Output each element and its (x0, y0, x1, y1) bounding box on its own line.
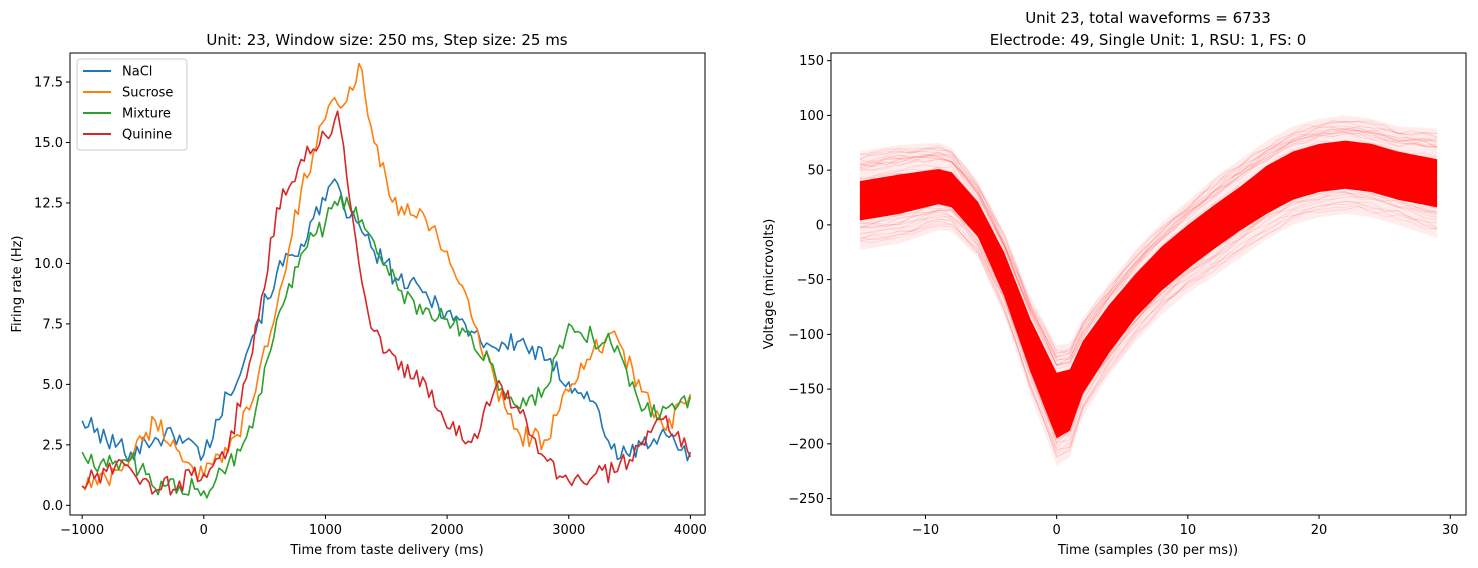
left-y-axis-label: Firing rate (Hz) (10, 235, 25, 332)
waveform-trace (859, 202, 1438, 450)
series-line-quinine (81, 110, 692, 496)
left-y-tick-label: 12.5 (34, 196, 63, 211)
left-y-tick-label: 15.0 (34, 136, 63, 151)
waveform-trace (859, 190, 1438, 445)
waveform-trace (859, 128, 1438, 361)
legend-label-nacl: NaCl (122, 65, 152, 80)
waveform-trace (859, 200, 1438, 455)
left-y-tick-label: 0.0 (42, 499, 63, 514)
left-x-tick-label: 2000 (431, 523, 464, 538)
firing-rate-chart: Unit: 23, Window size: 250 ms, Step size… (10, 31, 707, 558)
legend-box (76, 58, 188, 151)
waveform-mean-line (859, 163, 1438, 407)
waveform-trace (859, 132, 1438, 366)
legend: NaCl Sucrose Mixture Quinine (76, 58, 188, 151)
right-y-tick-label: 50 (807, 164, 824, 179)
left-y-tick-label: 5.0 (42, 378, 63, 393)
waveform-trace (859, 120, 1438, 354)
waveform-trace (859, 193, 1438, 444)
waveform-trace (859, 196, 1438, 449)
right-y-tick-label: −150 (788, 383, 824, 398)
left-plot-frame (69, 52, 706, 516)
left-y-tick-label: 2.5 (42, 438, 63, 453)
series-line-mixture (81, 194, 692, 499)
left-chart-title: Unit: 23, Window size: 250 ms, Step size… (206, 31, 567, 49)
right-y-tick-label: 0 (816, 218, 824, 233)
left-y-tick-label: 7.5 (42, 317, 63, 332)
left-x-tick-label: 3000 (552, 523, 585, 538)
waveform-trace (859, 131, 1438, 366)
right-x-tick-label: 30 (1442, 523, 1459, 538)
right-x-tick-label: 20 (1311, 523, 1328, 538)
legend-label-sucrose: Sucrose (122, 86, 173, 101)
right-y-tick-label: −250 (788, 492, 824, 507)
waveform-trace (859, 130, 1438, 367)
left-x-tick-label: 4000 (674, 523, 707, 538)
waveform-trace (859, 120, 1438, 357)
waveform-trace (859, 126, 1438, 358)
right-x-axis-label: Time (samples (30 per ms)) (1057, 543, 1238, 558)
right-y-tick-label: 150 (799, 54, 824, 69)
right-x-tick-label: 0 (1053, 523, 1061, 538)
waveform-trace (859, 127, 1438, 366)
waveform-trace (859, 191, 1438, 441)
legend-label-mixture: Mixture (122, 107, 171, 122)
left-x-tick-label: 1000 (309, 523, 342, 538)
waveform-core-band (859, 140, 1438, 439)
right-chart-subtitle: Electrode: 49, Single Unit: 1, RSU: 1, F… (990, 31, 1307, 49)
left-x-tick-label: 0 (200, 523, 208, 538)
right-y-tick-label: −100 (788, 328, 824, 343)
waveform-trace (859, 125, 1438, 358)
right-y-tick-label: 100 (799, 109, 824, 124)
right-chart-title: Unit 23, total waveforms = 6733 (1025, 9, 1271, 27)
left-x-axis-label: Time from taste delivery (ms) (289, 543, 483, 558)
series-line-sucrose (81, 62, 692, 491)
left-y-tick-label: 10.0 (34, 257, 63, 272)
waveform-trace (859, 206, 1438, 458)
left-y-tick-label: 17.5 (34, 76, 63, 91)
right-y-axis-label: Voltage (microvolts) (762, 219, 777, 350)
waveform-trace (859, 119, 1438, 353)
waveform-trace (859, 132, 1438, 370)
waveform-trace (859, 120, 1438, 354)
waveform-trace (859, 127, 1438, 362)
legend-label-quinine: Quinine (122, 128, 172, 143)
right-x-tick-label: 10 (1180, 523, 1197, 538)
waveform-chart: Unit 23, total waveforms = 6733 Electrod… (762, 9, 1467, 558)
right-y-tick-label: −50 (797, 273, 824, 288)
right-y-tick-label: −200 (788, 437, 824, 452)
series-line-nacl (81, 178, 692, 462)
waveform-trace (859, 129, 1438, 366)
waveform-trace (859, 128, 1438, 367)
right-plot-frame (830, 52, 1467, 516)
waveform-trace (859, 127, 1438, 361)
waveform-trace (859, 192, 1438, 443)
left-x-tick-label: −1000 (60, 523, 104, 538)
waveform-trace (859, 204, 1438, 459)
waveform-trace (859, 190, 1438, 439)
waveform-trace (859, 201, 1438, 453)
right-x-tick-label: −10 (912, 523, 939, 538)
